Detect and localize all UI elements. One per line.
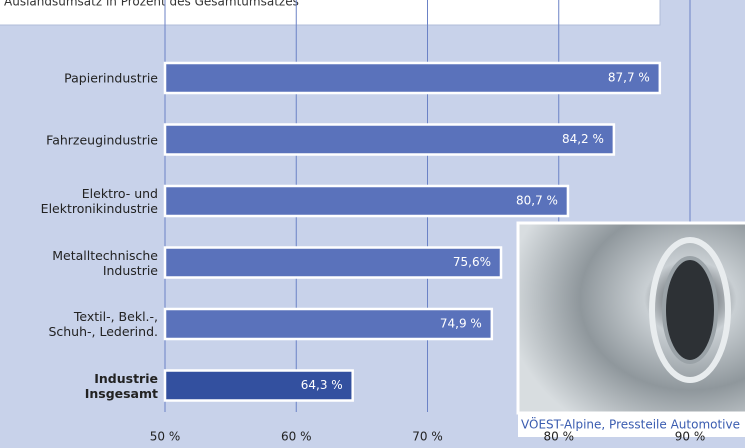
photo-detail <box>649 237 731 383</box>
value-label: 64,3 % <box>301 378 343 392</box>
x-tick-label: 60 % <box>281 430 312 444</box>
bar <box>163 61 662 95</box>
caption-box <box>518 413 745 437</box>
bar <box>163 246 503 279</box>
chart-title: Auslandsumsatz in Prozent des Gesamtumsa… <box>4 0 299 9</box>
category-label: Papierindustrie <box>64 70 158 86</box>
category-label: Industrie Insgesamt <box>84 370 158 401</box>
x-tick-label: 70 % <box>412 430 443 444</box>
category-label: Textil-, Bekl.-, Schuh-, Lederind. <box>48 309 158 339</box>
value-label: 84,2 % <box>562 132 604 146</box>
category-label: Elektro- und Elektronikindustrie <box>40 186 158 216</box>
photo-detail <box>662 256 718 364</box>
value-label: 87,7 % <box>608 71 650 85</box>
category-label: Fahrzeugindustrie <box>46 132 158 147</box>
value-label: 75,6% <box>453 255 491 269</box>
title-box <box>0 0 661 26</box>
category-label: Metalltechnische Industrie <box>52 247 158 278</box>
bar <box>163 184 570 218</box>
value-label: 80,7 % <box>516 194 558 208</box>
bar <box>163 123 616 156</box>
x-tick-label: 80 % <box>544 430 575 444</box>
x-tick-label: 50 % <box>150 430 181 444</box>
bar <box>163 307 494 341</box>
value-label: 74,9 % <box>440 317 482 331</box>
image-caption: VÖEST-Alpine, Pressteile Automotive <box>521 416 740 432</box>
bar <box>163 369 354 402</box>
x-tick-label: 90 % <box>675 430 706 444</box>
